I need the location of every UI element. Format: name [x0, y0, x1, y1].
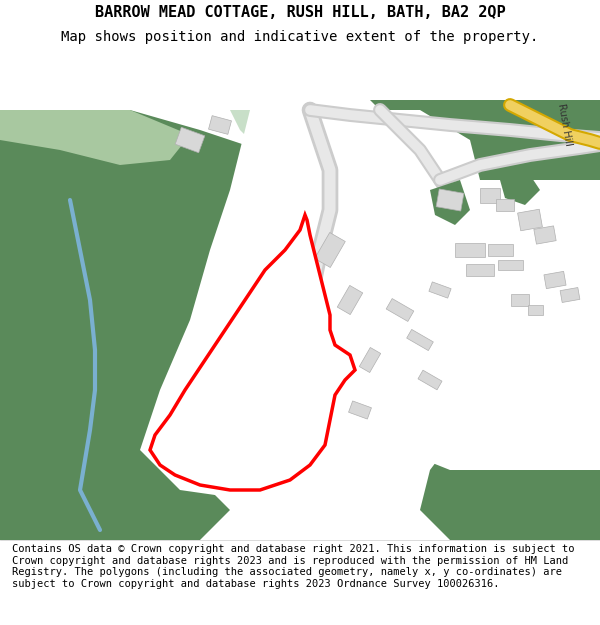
Bar: [429, 282, 451, 298]
Bar: [386, 299, 414, 321]
Bar: [455, 243, 485, 257]
Bar: [487, 244, 512, 256]
Bar: [436, 189, 464, 211]
Bar: [496, 199, 514, 211]
Bar: [497, 260, 523, 270]
Text: Contains OS data © Crown copyright and database right 2021. This information is : Contains OS data © Crown copyright and d…: [12, 544, 575, 589]
Bar: [337, 286, 363, 314]
Bar: [315, 232, 345, 268]
Polygon shape: [370, 100, 600, 300]
Bar: [544, 271, 566, 289]
Bar: [349, 401, 371, 419]
Bar: [511, 294, 529, 306]
Bar: [480, 188, 500, 202]
Bar: [560, 288, 580, 302]
Bar: [209, 116, 232, 134]
Text: BARROW MEAD COTTAGE, RUSH HILL, BATH, BA2 2QP: BARROW MEAD COTTAGE, RUSH HILL, BATH, BA…: [95, 5, 505, 20]
Polygon shape: [230, 110, 380, 170]
Bar: [418, 370, 442, 390]
Polygon shape: [430, 180, 470, 225]
Bar: [359, 348, 380, 372]
Polygon shape: [0, 110, 250, 510]
Polygon shape: [500, 175, 540, 205]
Polygon shape: [300, 180, 600, 470]
Bar: [518, 209, 542, 231]
Text: Rush Hill: Rush Hill: [556, 103, 574, 147]
Polygon shape: [0, 110, 380, 220]
Polygon shape: [0, 110, 190, 165]
Bar: [534, 226, 556, 244]
Polygon shape: [0, 430, 230, 540]
Polygon shape: [420, 240, 600, 540]
Polygon shape: [140, 110, 480, 500]
Polygon shape: [150, 215, 355, 490]
Bar: [466, 264, 494, 276]
Bar: [407, 329, 433, 351]
Bar: [175, 127, 205, 152]
Text: Map shows position and indicative extent of the property.: Map shows position and indicative extent…: [61, 31, 539, 44]
Bar: [527, 305, 542, 315]
